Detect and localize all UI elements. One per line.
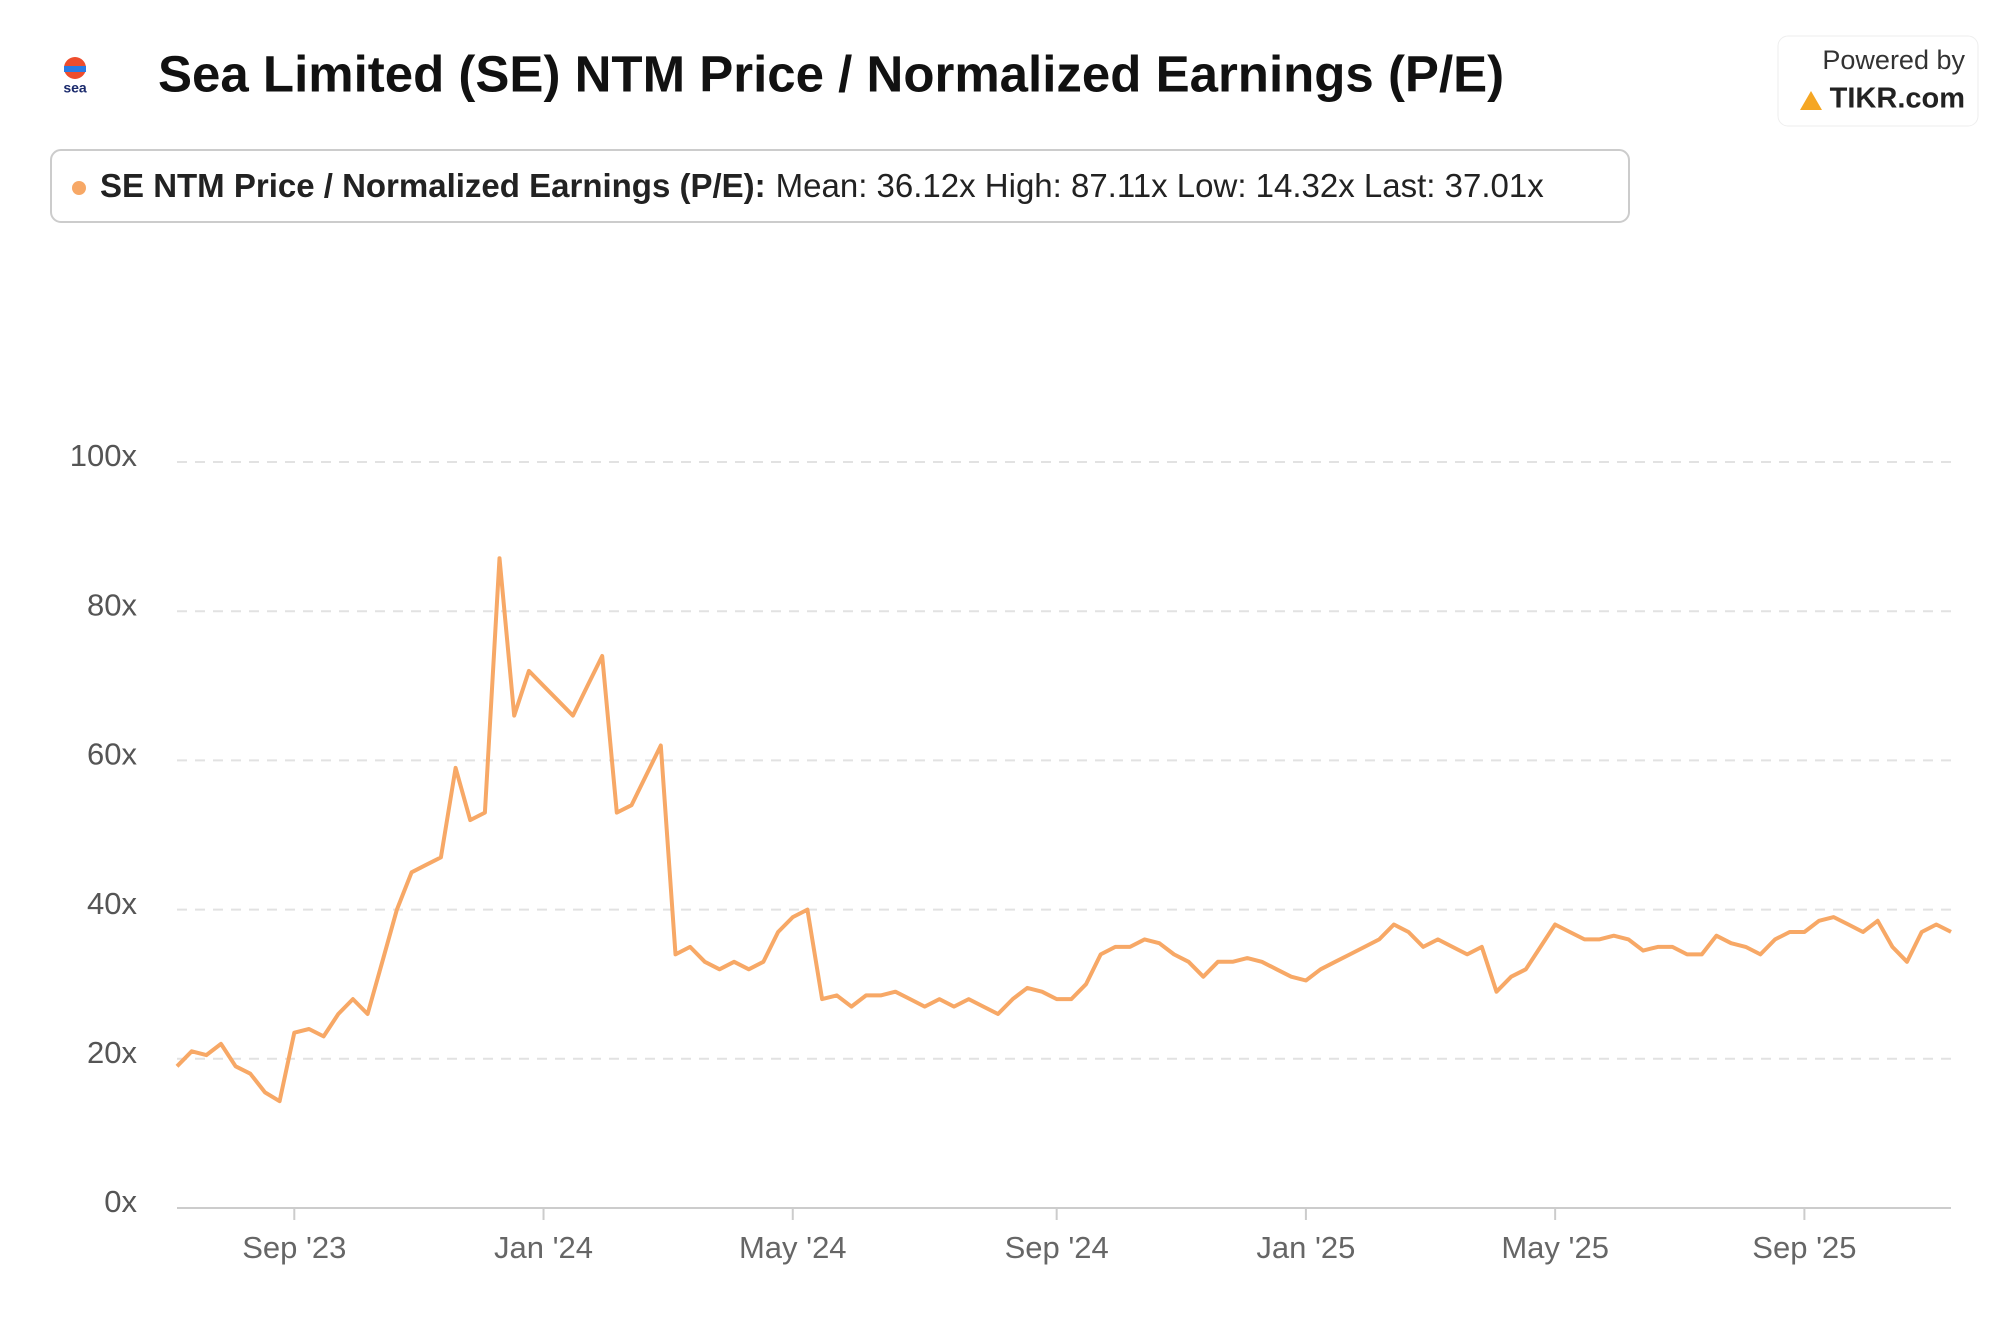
y-tick-label: 60x — [87, 737, 137, 772]
y-tick-label: 40x — [87, 886, 137, 921]
brand-icon — [1800, 91, 1822, 110]
logo-band — [64, 66, 86, 72]
x-tick-label: Jan '24 — [494, 1230, 593, 1265]
brand-name: TIKR.com — [1830, 83, 1965, 115]
brand-powered: Powered by — [1822, 45, 1965, 75]
y-tick-label: 0x — [104, 1184, 137, 1219]
x-tick-label: Sep '24 — [1005, 1230, 1109, 1265]
x-tick-label: Sep '25 — [1752, 1230, 1856, 1265]
y-tick-label: 20x — [87, 1035, 137, 1070]
x-tick-label: May '24 — [739, 1230, 847, 1265]
logo-text: sea — [63, 80, 87, 96]
logo: sea — [63, 57, 87, 96]
legend-box — [50, 149, 1630, 223]
legend-stats: Mean: 36.12x High: 87.11x Low: 14.32x La… — [776, 167, 1545, 204]
legend-label: SE NTM Price / Normalized Earnings (P/E)… — [100, 167, 766, 204]
series-line — [175, 556, 1952, 1104]
brand-box — [1777, 35, 1979, 127]
x-tick-label: Sep '23 — [242, 1230, 346, 1265]
y-tick-label: 80x — [87, 587, 137, 622]
y-tick-label: 100x — [70, 438, 138, 473]
x-tick-label: May '25 — [1501, 1230, 1609, 1265]
legend-swatch — [72, 181, 86, 195]
chart-title: Sea Limited (SE) NTM Price / Normalized … — [158, 45, 1504, 102]
legend-text: SE NTM Price / Normalized Earnings (P/E)… — [100, 167, 1544, 204]
x-tick-label: Jan '25 — [1256, 1230, 1355, 1265]
